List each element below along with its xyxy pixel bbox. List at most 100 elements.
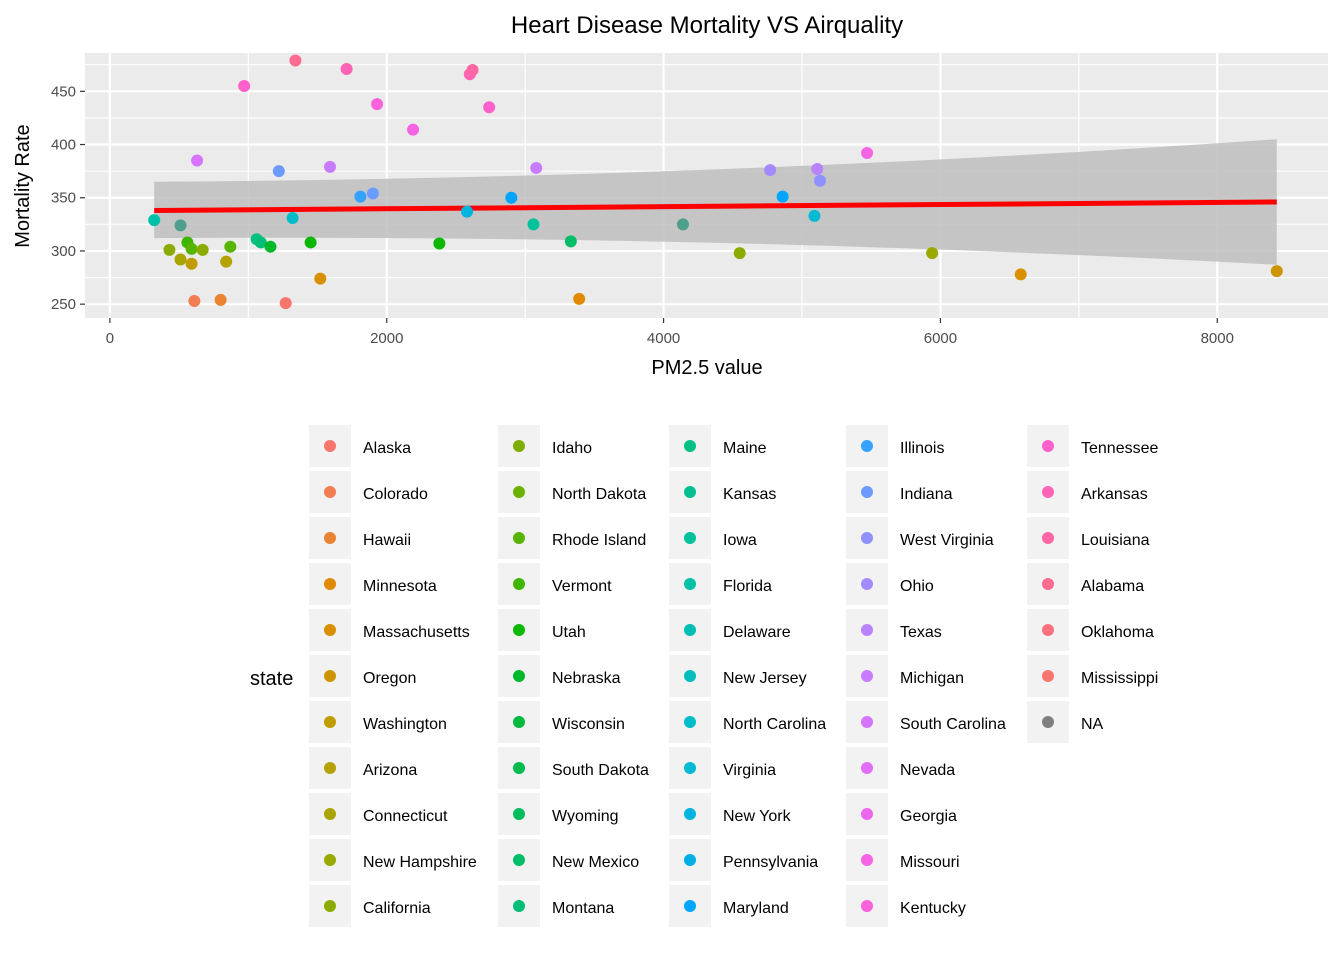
legend-item: Missouri bbox=[846, 839, 960, 881]
legend-item: Massachusetts bbox=[309, 609, 470, 651]
confidence-band bbox=[154, 139, 1277, 265]
legend-label: Oklahoma bbox=[1081, 624, 1154, 641]
legend-swatch bbox=[684, 486, 696, 498]
chart-title: Heart Disease Mortality VS Airquality bbox=[511, 12, 903, 39]
legend-item: New Jersey bbox=[669, 655, 807, 697]
legend-item: Florida bbox=[669, 563, 772, 605]
legend-swatch bbox=[861, 440, 873, 452]
legend-item: Virginia bbox=[669, 747, 776, 789]
x-axis-ticks: 0 2000 4000 6000 8000 bbox=[106, 318, 1234, 347]
legend-title: state bbox=[250, 668, 293, 690]
legend-item: Pennsylvania bbox=[669, 839, 818, 881]
legend-swatch bbox=[513, 486, 525, 498]
legend: Alaska Colorado Hawaii Minnesota Massachuset… bbox=[309, 425, 1158, 927]
legend-label: Iowa bbox=[723, 532, 757, 549]
legend-label: New Hampshire bbox=[363, 854, 477, 871]
legend-item: Minnesota bbox=[309, 563, 437, 605]
legend-label: Arkansas bbox=[1081, 486, 1148, 503]
legend-label: Nebraska bbox=[552, 670, 621, 687]
data-point bbox=[814, 174, 827, 187]
legend-item: Tennessee bbox=[1027, 425, 1158, 467]
legend-swatch bbox=[861, 670, 873, 682]
legend-swatch bbox=[324, 716, 336, 728]
legend-swatch bbox=[1042, 578, 1054, 590]
legend-swatch bbox=[513, 716, 525, 728]
legend-swatch bbox=[684, 762, 696, 774]
trend-line bbox=[154, 199, 1277, 214]
data-point bbox=[505, 191, 518, 204]
x-tick-label: 8000 bbox=[1201, 330, 1234, 347]
data-point bbox=[461, 205, 474, 218]
legend-label: Maine bbox=[723, 440, 767, 457]
legend-label: West Virginia bbox=[900, 532, 994, 549]
legend-label: Alabama bbox=[1081, 578, 1144, 595]
legend-item: Ohio bbox=[846, 563, 934, 605]
legend-swatch bbox=[861, 532, 873, 544]
legend-label: New Mexico bbox=[552, 854, 639, 871]
legend-label: Wyoming bbox=[552, 808, 619, 825]
legend-swatch bbox=[324, 670, 336, 682]
data-point bbox=[483, 101, 496, 114]
legend-swatch bbox=[324, 578, 336, 590]
legend-swatch bbox=[861, 808, 873, 820]
legend-item: Louisiana bbox=[1027, 517, 1150, 559]
legend-swatch bbox=[684, 854, 696, 866]
legend-swatch bbox=[684, 716, 696, 728]
legend-swatch bbox=[324, 624, 336, 636]
legend-swatch bbox=[684, 578, 696, 590]
legend-swatch bbox=[324, 762, 336, 774]
data-point bbox=[220, 255, 233, 268]
data-point bbox=[433, 237, 446, 250]
legend-swatch bbox=[513, 900, 525, 912]
data-point bbox=[564, 235, 577, 248]
legend-label: Nevada bbox=[900, 762, 955, 779]
legend-swatch bbox=[324, 854, 336, 866]
legend-swatch bbox=[861, 578, 873, 590]
legend-item: South Dakota bbox=[498, 747, 649, 789]
y-axis-title: Mortality Rate bbox=[12, 124, 34, 247]
legend-item: West Virginia bbox=[846, 517, 994, 559]
legend-item: Arizona bbox=[309, 747, 417, 789]
legend-label: Wisconsin bbox=[552, 716, 625, 733]
data-point bbox=[224, 240, 237, 253]
legend-swatch bbox=[513, 532, 525, 544]
legend-item: Kentucky bbox=[846, 885, 966, 927]
legend-label: Illinois bbox=[900, 440, 944, 457]
legend-swatch bbox=[513, 440, 525, 452]
legend-item: Hawaii bbox=[309, 517, 411, 559]
legend-label: South Dakota bbox=[552, 762, 649, 779]
legend-swatch bbox=[684, 900, 696, 912]
legend-label: Washington bbox=[363, 716, 447, 733]
data-point bbox=[527, 218, 540, 231]
legend-label: Mississippi bbox=[1081, 670, 1158, 687]
legend-item: Michigan bbox=[846, 655, 964, 697]
legend-item: Alabama bbox=[1027, 563, 1144, 605]
legend-label: Michigan bbox=[900, 670, 964, 687]
data-point bbox=[676, 218, 689, 231]
legend-item: Washington bbox=[309, 701, 447, 743]
legend-label: Kentucky bbox=[900, 900, 966, 917]
data-point bbox=[530, 161, 543, 174]
data-point bbox=[466, 64, 479, 77]
legend-item: Wyoming bbox=[498, 793, 619, 835]
legend-item: Georgia bbox=[846, 793, 957, 835]
legend-swatch bbox=[1042, 716, 1054, 728]
legend-swatch bbox=[324, 808, 336, 820]
data-points bbox=[148, 54, 1283, 310]
y-tick-label: 400 bbox=[51, 137, 76, 154]
data-point bbox=[238, 79, 251, 92]
legend-item: North Dakota bbox=[498, 471, 646, 513]
legend-label: NA bbox=[1081, 716, 1104, 733]
legend-label: North Carolina bbox=[723, 716, 826, 733]
legend-label: Connecticut bbox=[363, 808, 448, 825]
legend-label: Minnesota bbox=[363, 578, 437, 595]
data-point bbox=[1270, 265, 1283, 278]
legend-swatch bbox=[684, 670, 696, 682]
legend-item: Iowa bbox=[669, 517, 757, 559]
legend-swatch bbox=[861, 486, 873, 498]
legend-swatch bbox=[324, 440, 336, 452]
legend-item: Maryland bbox=[669, 885, 789, 927]
legend-item: Rhode Island bbox=[498, 517, 646, 559]
legend-label: Oregon bbox=[363, 670, 416, 687]
